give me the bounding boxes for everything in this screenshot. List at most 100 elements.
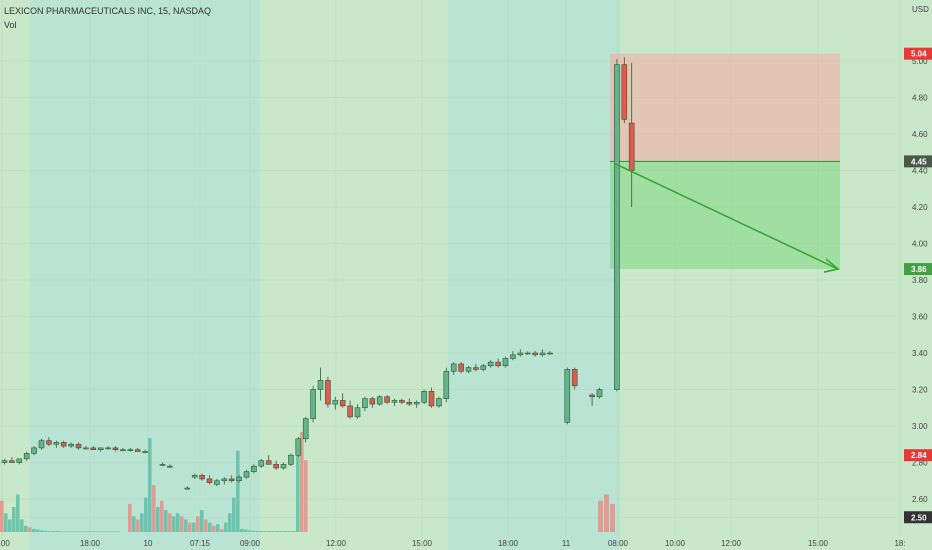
candle-body (589, 394, 595, 398)
candle-body (443, 370, 450, 399)
candle-body (436, 398, 442, 407)
volume-bar (224, 522, 228, 532)
volume-bar (76, 531, 80, 532)
volume-bar (32, 528, 36, 532)
y-tick-label: 2.60 (912, 495, 928, 504)
volume-bar (252, 530, 256, 532)
y-tick-label: 5.00 (912, 57, 928, 66)
volume-bar (604, 494, 609, 532)
session-band (448, 0, 620, 550)
candle-body (450, 363, 457, 372)
candle-body (628, 122, 635, 171)
volume-bar (20, 519, 24, 532)
volume-bar (168, 513, 172, 532)
candle-body (295, 438, 302, 456)
y-tick-label: 3.40 (912, 349, 928, 358)
price-marker (904, 511, 932, 524)
x-tick-label: 15:00 (412, 539, 433, 548)
volume-bar (232, 497, 236, 532)
candle-body (221, 478, 228, 482)
x-tick-label: 5:00 (0, 539, 10, 548)
candle-body (228, 478, 235, 482)
session-band (0, 0, 30, 550)
candle-body (142, 451, 148, 453)
x-tick-label: 12:00 (721, 539, 742, 548)
price-marker (904, 263, 932, 276)
y-tick-label: 3.60 (912, 313, 928, 322)
candle-body (273, 464, 279, 469)
chart-legend: LEXICON PHARMACEUTICALS INC, 15, NASDAQ … (4, 4, 211, 32)
volume-bar (240, 528, 244, 532)
candle-body (236, 476, 242, 482)
volume-bar (272, 531, 276, 532)
volume-bar (212, 525, 216, 532)
candle-body (413, 401, 420, 405)
candle-body (339, 400, 346, 407)
volume-bar (88, 531, 92, 532)
volume-bar (276, 531, 280, 532)
candle-body (23, 453, 30, 460)
candle-body (399, 400, 405, 403)
price-marker-label: 5.04 (911, 50, 927, 59)
volume-bar (4, 513, 8, 532)
volume-bar (140, 513, 144, 532)
candle-body (332, 400, 339, 405)
volume-bar (196, 516, 200, 532)
volume-bar (72, 531, 76, 532)
volume-bar (132, 516, 136, 532)
volume-bar (48, 531, 52, 532)
volume-bar (12, 507, 16, 532)
candle-body (325, 380, 331, 405)
volume-bar (36, 529, 40, 532)
volume-bar (100, 531, 104, 532)
candle-body (75, 443, 82, 449)
price-marker-label: 2.84 (911, 451, 927, 460)
candle-body (53, 442, 60, 445)
volume-bar (64, 531, 68, 532)
candle-body (243, 471, 250, 478)
volume-bar (92, 531, 96, 532)
candle-body (120, 449, 126, 452)
candle-body (369, 398, 376, 405)
volume-bar (116, 531, 120, 532)
session-band (30, 0, 260, 550)
volume-bar (104, 531, 108, 532)
candle-body (60, 442, 67, 447)
target-arrow (613, 162, 839, 270)
y-tick-label: 4.00 (912, 240, 928, 249)
x-tick-label: 18:00 (80, 539, 101, 548)
candle-body (265, 460, 272, 465)
volume-bar (228, 513, 232, 532)
price-marker-label: 4.45 (911, 157, 927, 166)
candle-body (517, 352, 524, 356)
volume-bar (44, 530, 48, 532)
volume-bar (96, 531, 100, 532)
volume-bar (144, 497, 148, 532)
candle-body (83, 447, 89, 450)
volume-bar (296, 450, 300, 532)
volume-bar (598, 500, 603, 532)
volume-bar (0, 500, 4, 532)
candle-body (251, 465, 257, 472)
candle-body (458, 363, 464, 372)
y-tick-label: 3.80 (912, 276, 928, 285)
volume-bar (220, 528, 224, 532)
candle-body (206, 478, 213, 483)
volume-bar (56, 531, 60, 532)
candle-body (112, 447, 119, 451)
volume-bar (128, 503, 132, 532)
volume-bar (172, 516, 176, 532)
price-marker-label: 3.86 (911, 265, 927, 274)
candle-body (127, 449, 134, 452)
candle-body (310, 389, 316, 420)
candle-body (495, 361, 501, 367)
volume-bar (80, 531, 84, 532)
volume-bar (184, 519, 188, 532)
x-tick-label: 07:15 (190, 539, 211, 548)
x-tick-label: 18:00 (498, 539, 519, 548)
candle-body (258, 460, 265, 467)
candle-body (532, 352, 538, 356)
candle-body (428, 391, 435, 407)
volume-bar (204, 519, 208, 532)
